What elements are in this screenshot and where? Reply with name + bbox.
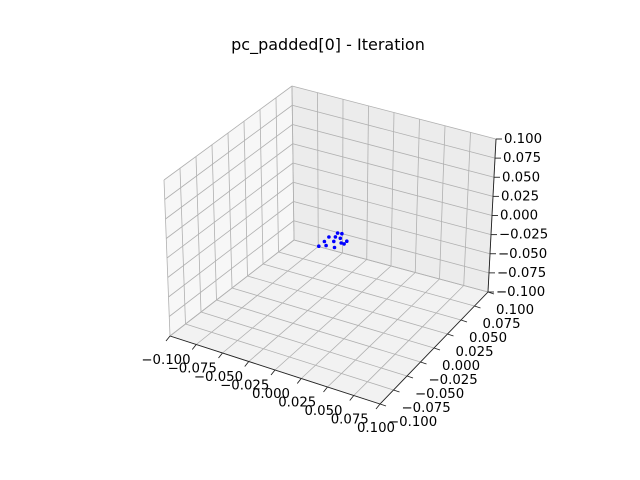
x-tick-mark: [270, 369, 276, 376]
tick-label: −0.050: [194, 370, 243, 385]
tick-label: 0.050: [304, 404, 342, 419]
grid-line: [275, 97, 279, 253]
grid-line: [293, 239, 489, 293]
tick-marks: [165, 138, 502, 410]
tick-label: 0.025: [501, 189, 539, 204]
tick-label: 0.000: [442, 359, 480, 374]
data-point: [327, 235, 331, 239]
data-point: [338, 236, 343, 241]
data-point: [339, 241, 344, 245]
y-tick-mark: [487, 291, 495, 295]
data-point: [333, 235, 338, 239]
grid-line: [247, 275, 448, 335]
tick-label: 0.025: [456, 345, 494, 360]
grid-lines: [163, 85, 497, 405]
tick-label: 0.075: [483, 317, 521, 332]
tick-label: −0.025: [499, 228, 548, 243]
tick-labels: −0.100−0.100−0.100−0.075−0.075−0.075−0.0…: [141, 132, 548, 436]
tick-label: −0.025: [429, 373, 478, 388]
tick-label: −0.075: [497, 266, 546, 281]
data-point: [332, 239, 336, 244]
data-point: [332, 245, 337, 250]
grid-line: [292, 143, 494, 197]
grid-line: [278, 251, 475, 307]
grid-line: [164, 104, 293, 200]
tick-label: 0.025: [278, 396, 316, 411]
grid-line: [262, 263, 462, 321]
grid-line: [163, 85, 293, 181]
grid-line: [291, 85, 295, 241]
y-tick-mark: [406, 375, 414, 379]
grid-line: [291, 85, 497, 140]
y-tick-mark: [460, 319, 468, 323]
grid-line: [463, 132, 471, 286]
x-tick-mark: [323, 386, 328, 393]
x-tick-mark: [218, 352, 223, 359]
grid-line: [166, 143, 293, 239]
x-tick-mark: [349, 395, 355, 401]
data-point: [342, 242, 346, 246]
y-tick-mark: [379, 403, 387, 407]
tick-label: 0.100: [357, 421, 395, 436]
grid-line: [327, 278, 440, 388]
tick-label: −0.075: [402, 401, 451, 416]
tick-label: 0.075: [331, 413, 369, 428]
grid-line: [259, 109, 264, 265]
y-tick-mark: [474, 305, 481, 309]
tick-label: −0.100: [496, 285, 545, 300]
grid-line: [292, 162, 493, 216]
tick-label: −0.100: [141, 353, 190, 368]
tick-label: −0.050: [498, 247, 547, 262]
tick-label: −0.100: [388, 415, 437, 430]
tick-label: −0.025: [220, 379, 269, 394]
data-point: [317, 244, 321, 248]
data-point: [340, 231, 344, 236]
tick-label: −0.075: [168, 362, 217, 377]
grid-line: [166, 162, 294, 259]
grid-line: [300, 272, 416, 379]
tick-label: 0.050: [502, 170, 540, 185]
data-point: [322, 239, 327, 244]
y-tick-mark: [420, 361, 427, 365]
grid-line: [243, 121, 248, 277]
grid-line: [292, 104, 496, 159]
tick-label: 0.075: [503, 151, 541, 166]
grid-line: [292, 124, 495, 178]
grid-line: [439, 125, 446, 280]
grid-line: [231, 287, 435, 349]
data-point: [335, 231, 340, 235]
y-tick-mark: [393, 389, 400, 393]
x-tick-mark: [375, 403, 381, 410]
grid-line: [414, 119, 420, 273]
y-tick-mark: [447, 333, 454, 337]
x-tick-mark: [165, 335, 171, 342]
tick-label: −0.050: [415, 387, 464, 402]
x-tick-mark: [296, 378, 302, 384]
data-points: [317, 231, 349, 250]
tick-label: 0.100: [504, 132, 542, 147]
data-point: [324, 243, 328, 248]
grid-line: [165, 124, 293, 220]
y-tick-mark: [433, 347, 441, 351]
chart-title: pc_padded[0] - Iteration: [231, 35, 425, 55]
tick-label: 0.000: [252, 387, 290, 402]
data-point: [345, 239, 349, 243]
tick-label: 0.100: [496, 303, 534, 318]
x-tick-mark: [244, 361, 250, 367]
tick-label: 0.050: [469, 331, 507, 346]
x-tick-mark: [191, 344, 197, 350]
grid-line: [353, 285, 465, 396]
tick-label: 0.000: [500, 209, 538, 224]
